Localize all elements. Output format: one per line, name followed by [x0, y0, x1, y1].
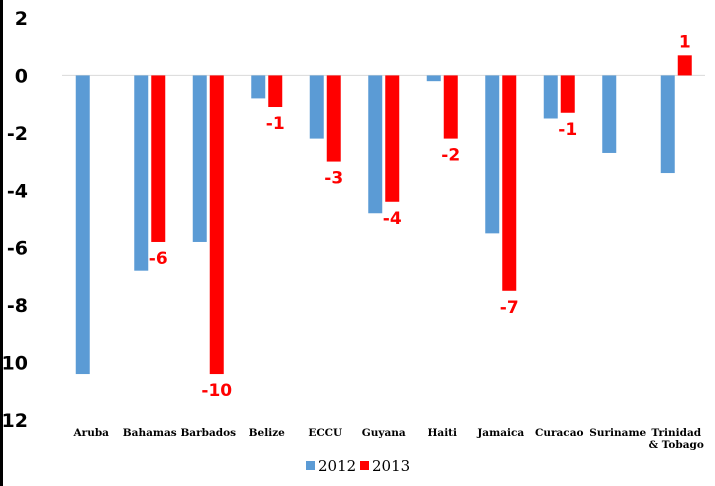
bar-2013-belize: [268, 75, 283, 108]
x-tick-label: ECCU: [308, 427, 342, 439]
legend-swatch-2012: [306, 461, 315, 470]
bar-2012-curacao: [543, 75, 558, 119]
y-tick-label: -2: [7, 123, 28, 145]
bar-2013-jamaica: [502, 75, 517, 291]
x-tick-label: Haiti: [427, 427, 457, 439]
y-tick-label: 0: [15, 65, 28, 87]
bar-2012-guyana: [368, 75, 383, 214]
x-axis-ticks: Aruba Bahamas Barbados Belize ECCU Guyana Hait…: [73, 427, 704, 451]
legend-label-2013: 2013: [372, 457, 410, 475]
y-tick-label: -8: [7, 295, 28, 317]
x-tick-label: Trinidad: [651, 427, 701, 439]
bar-2012-aruba: [75, 75, 90, 375]
data-label: -2: [441, 146, 460, 166]
y-tick-label: 2: [15, 8, 28, 30]
bar-2013-curacao: [560, 75, 575, 113]
bar-2013-bahamas: [151, 75, 166, 242]
y-axis-ticks: 2 0 -2 -4 -6 -8 -10 -12: [0, 8, 28, 432]
x-tick-label: Bahamas: [123, 427, 177, 439]
bar-2012-eccu: [309, 75, 324, 139]
x-tick-label: & Tobago: [649, 439, 704, 451]
legend-label-2012: 2012: [318, 457, 356, 475]
y-tick-label: -10: [0, 353, 28, 375]
data-label: -1: [558, 120, 577, 140]
x-tick-label: Curacao: [535, 427, 584, 439]
data-label: -1: [266, 114, 285, 134]
x-tick-label: Barbados: [180, 427, 236, 439]
data-label: 1: [679, 32, 691, 52]
bar-2012-belize: [251, 75, 266, 99]
bar-2013-haiti: [443, 75, 458, 139]
bar-2012-bahamas: [134, 75, 149, 271]
left-border: [0, 0, 3, 486]
data-label: -7: [500, 298, 519, 318]
bar-2012-suriname: [602, 75, 617, 153]
data-label: -10: [201, 381, 232, 401]
legend-swatch-2013: [360, 461, 369, 470]
bars: [75, 55, 692, 375]
legend: 2012 2013: [306, 457, 410, 475]
x-tick-label: Guyana: [362, 427, 406, 439]
bar-2013-barbados: [209, 75, 224, 375]
data-labels: -6 -10 -1 -3 -4 -2 -7 -1 1: [149, 32, 691, 401]
bar-2013-guyana: [385, 75, 400, 202]
x-tick-label: Jamaica: [476, 427, 524, 439]
y-tick-label: -12: [0, 410, 28, 432]
bar-2013-trinidad-tobago: [677, 55, 692, 76]
bar-2012-trinidad-tobago: [660, 75, 675, 174]
data-label: -6: [149, 249, 168, 269]
x-tick-label: Suriname: [589, 427, 646, 439]
bar-2012-barbados: [192, 75, 207, 242]
y-tick-label: -4: [7, 180, 28, 202]
x-tick-label: Aruba: [73, 427, 110, 439]
data-label: -3: [324, 169, 343, 189]
bar-2013-eccu: [326, 75, 341, 162]
x-tick-label: Belize: [249, 427, 285, 439]
data-label: -4: [383, 209, 402, 229]
y-tick-label: -6: [7, 238, 28, 260]
bar-2012-jamaica: [485, 75, 500, 234]
bar-2012-haiti: [426, 75, 441, 82]
